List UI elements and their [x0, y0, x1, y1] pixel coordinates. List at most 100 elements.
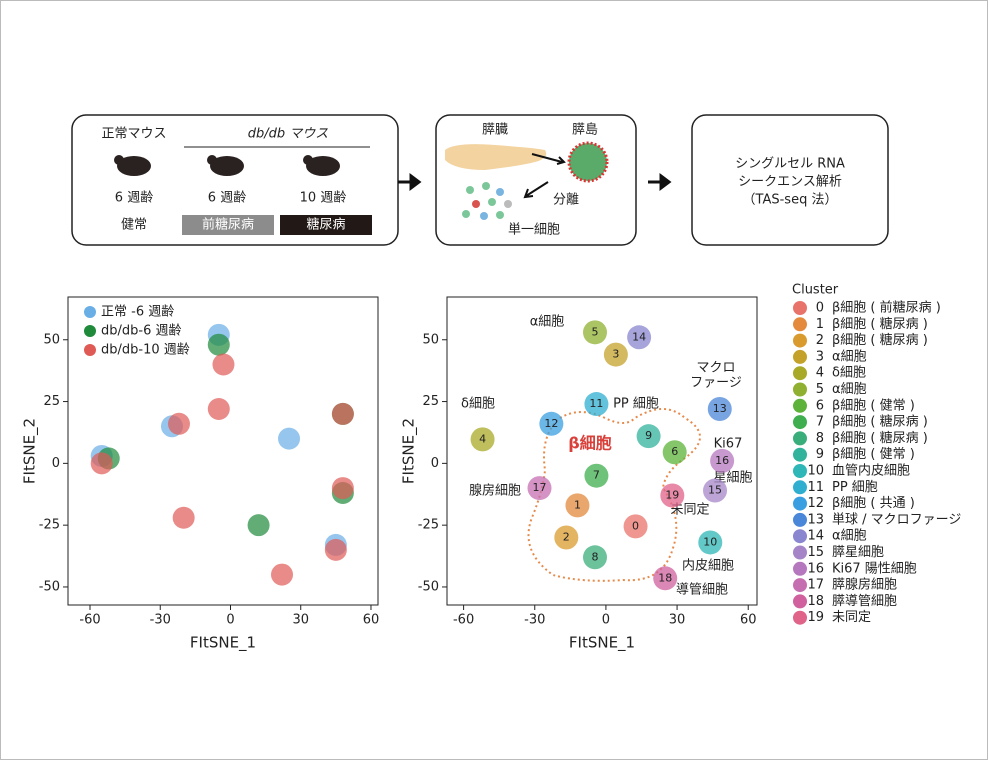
- legend-marker: [793, 301, 807, 315]
- x-axis-label: FItSNE_1: [190, 634, 256, 653]
- cluster-id: 4: [479, 432, 486, 445]
- legend-marker: [793, 561, 807, 576]
- point: [207, 333, 230, 356]
- legend-id: 8: [816, 431, 824, 446]
- y-tick-label: 25: [43, 394, 60, 409]
- legend-label: 膵腺房細胞: [832, 577, 897, 593]
- y-tick-label: -25: [39, 518, 60, 533]
- legend-id: 10: [807, 464, 824, 479]
- legend-marker: [793, 333, 807, 348]
- annotation: β細胞: [568, 434, 611, 453]
- legend-marker: [793, 529, 807, 544]
- x-tick-label: 30: [292, 613, 309, 628]
- legend-marker: [793, 512, 807, 527]
- cluster: [527, 476, 552, 501]
- cells-icon: [462, 182, 512, 220]
- annotation: マクロ: [696, 361, 735, 376]
- label: 前糖尿病: [202, 217, 254, 233]
- legend-label: db/db-10 週齢: [101, 343, 190, 358]
- label: シークエンス解析: [738, 175, 842, 190]
- annotation: ファージ: [690, 376, 742, 391]
- legend-label: 単球 / マクロファージ: [832, 511, 961, 527]
- label: 健常: [121, 218, 147, 233]
- pancreas-icon: [445, 144, 547, 170]
- arrow: [523, 181, 549, 199]
- cluster-id: 19: [665, 488, 679, 501]
- y-tick-label: 50: [422, 332, 439, 347]
- label: db/db マウス: [248, 127, 329, 142]
- legend-label: α細胞: [832, 349, 867, 364]
- point: [331, 402, 354, 425]
- y-tick-label: 0: [431, 456, 439, 471]
- legend-marker: [793, 431, 807, 446]
- legend-marker: [793, 480, 807, 495]
- legend-id: 17: [807, 578, 824, 593]
- cluster-id: 2: [563, 531, 570, 544]
- legend-label: β細胞 ( 共通 ): [832, 496, 915, 511]
- y-tick-label: -25: [418, 518, 439, 533]
- legend-marker: [793, 447, 807, 462]
- tag: [182, 215, 274, 235]
- tag: [280, 215, 372, 235]
- x-tick-label: -30: [150, 613, 171, 628]
- legend-marker: [793, 464, 807, 478]
- cluster: [710, 448, 735, 473]
- legend-label: db/db-6 週齢: [101, 324, 181, 339]
- y-tick-label: -50: [39, 579, 60, 594]
- point: [172, 506, 195, 529]
- legend-marker: [84, 306, 96, 318]
- legend-id: 19: [807, 610, 824, 625]
- cluster-id: 9: [645, 429, 652, 442]
- legend-marker: [793, 398, 807, 413]
- y-tick-label: -50: [418, 579, 439, 594]
- legend-marker: [793, 415, 807, 430]
- annotation: PP 細胞: [613, 397, 659, 412]
- legend-label: β細胞 ( 糖尿病 ): [832, 414, 928, 430]
- analysis-box: [691, 114, 889, 246]
- cluster: [603, 342, 628, 367]
- cluster-id: 10: [703, 535, 717, 548]
- legend-label: β細胞 ( 糖尿病 ): [832, 430, 928, 446]
- point: [247, 514, 270, 537]
- annotation: 未同定: [670, 503, 709, 518]
- legend-marker: [793, 349, 807, 364]
- legend-label: 血管内皮細胞: [832, 463, 910, 479]
- legend-marker: [793, 496, 807, 511]
- annotation: 導管細胞: [676, 583, 728, 598]
- x-tick-label: -60: [453, 613, 474, 628]
- legend-label: PP 細胞: [832, 480, 878, 495]
- cluster: [707, 396, 732, 421]
- x-tick-label: -60: [79, 613, 100, 628]
- cluster-id: 7: [593, 469, 600, 482]
- legend-id: 5: [816, 382, 824, 397]
- label: 正常マウス: [101, 127, 166, 142]
- label: 分離: [553, 193, 579, 208]
- cluster: [636, 424, 661, 449]
- legend-id: 3: [816, 349, 824, 364]
- legend-label: α細胞: [832, 529, 867, 544]
- legend-label: β細胞 ( 糖尿病 ): [832, 316, 928, 332]
- cluster-id: 0: [632, 519, 639, 532]
- cluster: [584, 463, 609, 488]
- legend-label: β細胞 ( 前糖尿病 ): [832, 300, 941, 316]
- cluster: [623, 514, 648, 539]
- cluster: [662, 440, 687, 465]
- x-tick-label: 30: [669, 613, 686, 628]
- legend-marker: [793, 610, 807, 625]
- legend-label: 膵星細胞: [832, 545, 884, 560]
- legend-marker: [793, 382, 807, 397]
- legend-id: 9: [816, 447, 824, 462]
- point: [278, 427, 301, 450]
- annotation: 内皮細胞: [682, 558, 734, 574]
- label: 膵臓: [482, 123, 508, 138]
- x-tick-label: 0: [602, 613, 610, 628]
- legend-id: 0: [816, 301, 824, 316]
- point: [331, 477, 354, 500]
- legend-label: β細胞 ( 健常 ): [832, 447, 915, 462]
- cluster-id: 17: [533, 481, 547, 494]
- x-tick-label: -30: [524, 613, 545, 628]
- legend-id: 15: [807, 545, 824, 560]
- mouse-icons: [114, 155, 340, 176]
- annotation: Ki67: [714, 437, 743, 452]
